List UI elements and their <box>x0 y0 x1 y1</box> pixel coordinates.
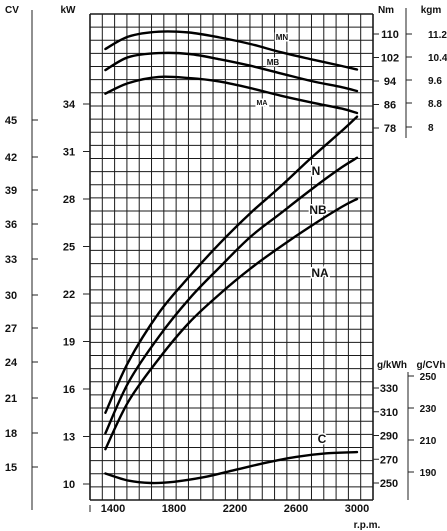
series-label-nb: NB <box>309 203 327 217</box>
kw-tick-label: 34 <box>63 99 76 111</box>
cv-tick-label: 15 <box>5 462 17 474</box>
cv-tick-label: 33 <box>5 254 17 266</box>
cv-tick-label: 39 <box>5 185 17 197</box>
series-label-n: N <box>312 164 321 178</box>
nm-tick-label: 78 <box>384 123 396 135</box>
gcvh-tick-label: 210 <box>420 436 437 447</box>
cv-tick-label: 42 <box>5 152 17 164</box>
series-curve-mn <box>104 30 359 71</box>
nm-tick-label: 110 <box>381 29 399 41</box>
gkwh-tick-label: 270 <box>380 454 398 466</box>
series-label-c: C <box>318 432 327 446</box>
chart-labels: 1400 1800 2200 2600 3000 r.p.m. kW 34 31 28 25 22 19… <box>5 5 447 531</box>
series-curve-mb <box>104 51 359 93</box>
series-curve-nb <box>104 156 359 435</box>
x-tick-label: 2600 <box>284 503 308 515</box>
nm-tick-label: 102 <box>381 53 399 65</box>
x-axis-label: r.p.m. <box>354 520 381 531</box>
gkwh-tick-label: 250 <box>380 478 398 490</box>
series-curve-ma <box>104 75 359 115</box>
kgm-tick-label: 8.8 <box>428 99 442 110</box>
gkwh-tick-label: 290 <box>380 431 398 443</box>
kw-tick-label: 31 <box>63 147 75 159</box>
nm-tick-label: 86 <box>384 100 396 112</box>
gcvh-tick-label: 190 <box>420 468 437 479</box>
series-curve-c <box>104 450 359 485</box>
series-label-mb: MB <box>267 58 280 67</box>
cv-tick-label: 18 <box>5 428 17 440</box>
chart-curves <box>104 30 359 485</box>
cv-tick-label: 27 <box>5 323 17 335</box>
gcvh-tick-label: 230 <box>420 404 437 415</box>
kgm-axis-unit: kgm <box>421 5 442 16</box>
series-label-na: NA <box>311 266 329 280</box>
kw-axis-unit: kW <box>61 5 77 16</box>
cv-tick-label: 30 <box>5 290 17 302</box>
kw-tick-label: 16 <box>63 384 75 396</box>
kgm-tick-label: 11.2 <box>428 30 447 41</box>
cv-tick-label: 45 <box>5 115 17 127</box>
chart-grid <box>89 13 374 501</box>
kw-tick-label: 25 <box>63 242 75 254</box>
kw-tick-label: 10 <box>63 479 75 491</box>
chart-axes <box>31 8 414 512</box>
gkwh-axis-unit: g/kWh <box>377 360 407 371</box>
series-label-mn: MN <box>276 33 289 42</box>
gcvh-axis-unit: g/CVh <box>417 360 446 371</box>
gkwh-tick-label: 330 <box>380 383 398 395</box>
x-tick-label: 2200 <box>223 503 247 515</box>
cv-axis-unit: CV <box>5 5 19 16</box>
kw-tick-label: 28 <box>63 194 75 206</box>
kgm-tick-label: 9.6 <box>428 76 442 87</box>
x-tick-label: 1800 <box>162 503 186 515</box>
x-tick-label: 1400 <box>101 503 125 515</box>
series-curve-n <box>104 115 359 414</box>
gkwh-tick-label: 310 <box>380 407 398 419</box>
kgm-tick-label: 10.4 <box>428 53 447 64</box>
nm-axis-unit: Nm <box>378 5 394 16</box>
series-curve-na <box>104 197 359 451</box>
x-tick-label: 3000 <box>345 503 369 515</box>
series-label-ma: MA <box>257 100 268 107</box>
cv-tick-label: 24 <box>5 357 18 369</box>
kw-tick-label: 22 <box>63 289 75 301</box>
kw-tick-label: 13 <box>63 432 75 444</box>
kgm-tick-label: 8 <box>428 123 434 134</box>
cv-tick-label: 21 <box>5 393 17 405</box>
cv-tick-label: 36 <box>5 219 17 231</box>
nm-tick-label: 94 <box>384 76 397 88</box>
gcvh-tick-label: 250 <box>420 372 437 383</box>
kw-tick-label: 19 <box>63 337 75 349</box>
